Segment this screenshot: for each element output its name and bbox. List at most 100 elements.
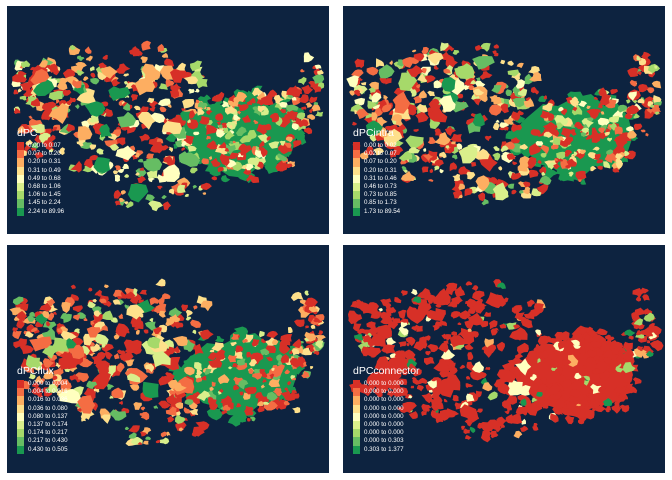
legend-swatch: [353, 182, 360, 192]
habitat-patch: [437, 51, 453, 61]
habitat-patch: [581, 118, 594, 128]
habitat-patch: [209, 386, 214, 391]
habitat-patch: [69, 44, 77, 51]
habitat-patch: [307, 334, 317, 342]
habitat-patch: [421, 403, 432, 412]
legend-label: 0.303 to 1.377: [364, 445, 404, 453]
habitat-patch: [135, 150, 144, 156]
habitat-patch: [163, 156, 173, 166]
habitat-patch: [70, 284, 76, 289]
habitat-patch: [311, 103, 321, 112]
legend-label: 2.24 to 89.96: [28, 207, 65, 215]
legend-item: 0.000 to 0.000: [353, 380, 420, 389]
habitat-patch: [408, 363, 416, 368]
habitat-patch: [93, 310, 102, 317]
habitat-patch: [496, 369, 516, 385]
habitat-patch: [219, 388, 224, 393]
habitat-patch: [141, 63, 161, 83]
habitat-patch: [112, 289, 123, 298]
habitat-patch: [36, 139, 41, 144]
habitat-patch: [353, 89, 361, 97]
habitat-patch: [615, 396, 626, 404]
habitat-patch: [165, 406, 177, 416]
habitat-patch: [289, 358, 302, 368]
habitat-patch: [206, 124, 218, 135]
habitat-patch: [224, 147, 230, 152]
habitat-patch: [529, 362, 538, 372]
habitat-patch: [246, 100, 253, 106]
habitat-patch: [93, 157, 111, 174]
habitat-patch: [517, 342, 529, 355]
habitat-patch: [286, 111, 298, 122]
habitat-patch: [642, 294, 650, 301]
habitat-patch: [540, 377, 548, 385]
habitat-patch: [29, 336, 52, 352]
habitat-patch: [638, 324, 645, 330]
habitat-patch: [30, 97, 40, 107]
habitat-patch: [16, 303, 29, 312]
habitat-patch: [524, 73, 535, 85]
legend-swatch: [353, 420, 360, 430]
habitat-patch: [561, 127, 571, 139]
habitat-patch: [153, 405, 159, 409]
habitat-patch: [445, 145, 450, 149]
habitat-patch: [412, 296, 421, 304]
habitat-patch: [393, 146, 404, 155]
habitat-patch: [542, 102, 553, 112]
habitat-patch: [385, 375, 401, 391]
habitat-patch: [540, 152, 547, 158]
habitat-patch: [56, 322, 62, 327]
habitat-patch: [31, 381, 40, 388]
habitat-patch: [492, 182, 509, 201]
legend-title: dPCintra: [353, 127, 394, 139]
habitat-patch: [190, 319, 202, 328]
habitat-patch: [487, 344, 497, 354]
habitat-patch: [595, 368, 601, 374]
habitat-patch: [31, 144, 36, 148]
habitat-patch: [611, 348, 619, 356]
legend-item: 0.00 to 0.07: [17, 142, 64, 151]
habitat-patch: [572, 332, 583, 341]
habitat-patch: [175, 321, 184, 329]
habitat-patch: [218, 141, 229, 149]
habitat-patch: [290, 375, 295, 380]
habitat-patch: [216, 121, 221, 126]
habitat-patch: [284, 369, 290, 375]
habitat-patch: [151, 138, 158, 144]
habitat-patch: [470, 371, 482, 380]
habitat-patch: [400, 314, 406, 320]
habitat-patch: [632, 288, 645, 298]
habitat-patch: [257, 161, 264, 169]
habitat-patch: [596, 328, 608, 336]
legend-label: 0.20 to 0.31: [364, 166, 397, 174]
habitat-patch: [178, 427, 184, 432]
habitat-patch: [286, 104, 299, 112]
habitat-patch: [500, 59, 506, 65]
habitat-patch: [304, 290, 309, 296]
habitat-patch: [464, 188, 473, 197]
habitat-patch: [279, 344, 291, 355]
legend-swatch: [353, 380, 360, 389]
habitat-patch: [377, 143, 382, 148]
legend-item: 0.02 to 0.07: [353, 150, 400, 159]
habitat-patch: [146, 153, 154, 159]
habitat-patch: [387, 390, 394, 397]
habitat-patch: [549, 359, 560, 369]
habitat-patch: [140, 106, 149, 114]
habitat-patch: [590, 165, 597, 172]
habitat-patch: [233, 152, 239, 158]
habitat-patch: [113, 353, 120, 360]
habitat-patch: [383, 94, 388, 100]
habitat-patch: [499, 122, 510, 128]
habitat-patch: [497, 383, 510, 395]
habitat-patch: [124, 174, 129, 178]
habitat-patch: [256, 105, 265, 113]
habitat-patch: [19, 345, 35, 354]
habitat-patch: [398, 150, 413, 162]
habitat-patch: [89, 116, 99, 123]
habitat-patch: [52, 127, 58, 132]
habitat-patch: [111, 78, 121, 87]
habitat-patch: [238, 143, 247, 154]
habitat-patch: [485, 292, 505, 307]
habitat-patch: [516, 385, 531, 396]
